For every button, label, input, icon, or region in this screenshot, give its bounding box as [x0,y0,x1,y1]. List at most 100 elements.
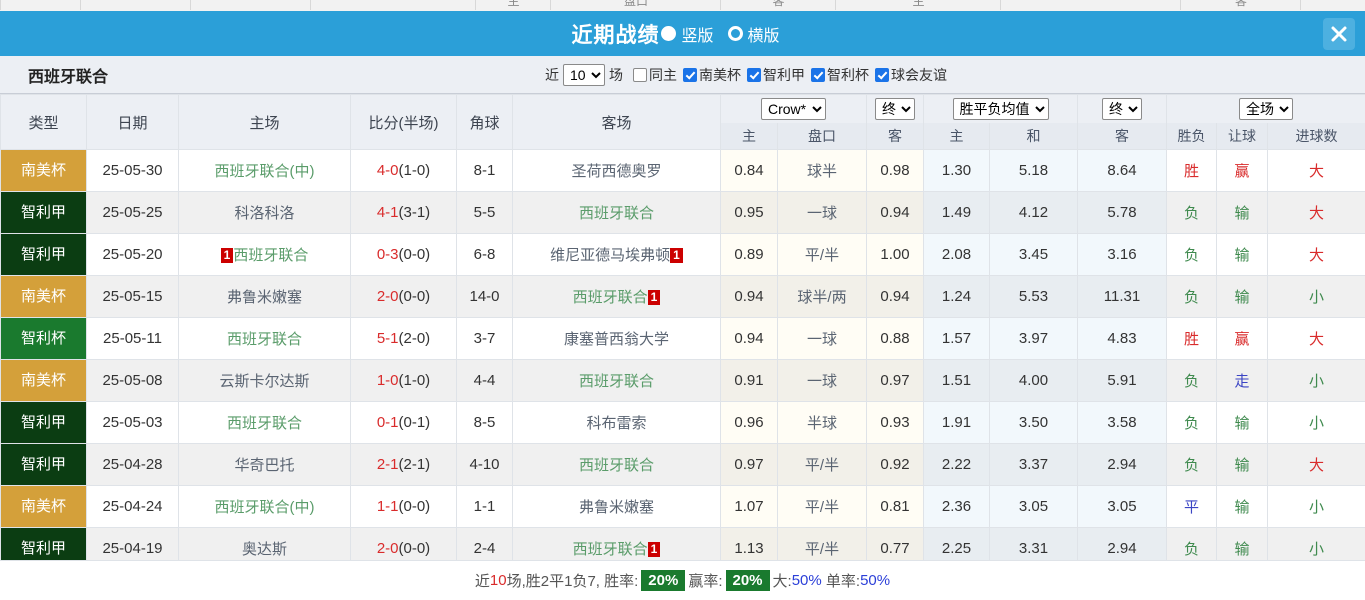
away-team-cell[interactable]: 康塞普西翁大学 [513,318,721,360]
bookmaker-select[interactable]: Crow* [761,98,826,120]
odds-away: 11.31 [1078,276,1167,318]
close-button[interactable] [1323,18,1355,50]
handicap-line-text: 平/半 [805,247,839,264]
footer-prefix: 近 [475,570,490,591]
radio-horizontal[interactable] [728,26,743,41]
competition-cell: 智利杯 [1,318,87,360]
competition-label-0[interactable]: 南美杯 [699,65,741,85]
radio-vertical-label[interactable]: 竖版 [681,22,713,46]
home-team-cell[interactable]: 西班牙联合(中) [179,486,351,528]
result-handicap: 输 [1217,276,1268,318]
odds-home: 1.91 [924,402,990,444]
footer-odd-label: 单率: [822,570,860,591]
corner-score: 5-5 [457,192,513,234]
odds-type-select[interactable]: 胜平负均值 [953,98,1049,120]
match-date: 25-05-30 [87,150,179,192]
col-header-date: 日期 [87,95,179,150]
competition-checkbox-2[interactable] [811,68,825,82]
odds-phase-select[interactable]: 终 [1102,98,1142,120]
layout-mode-radio-group[interactable]: 竖版 横版 [661,22,793,46]
home-team-cell[interactable]: 科洛科洛 [179,192,351,234]
corner-score: 6-8 [457,234,513,276]
away-team-cell[interactable]: 西班牙联合 [513,360,721,402]
match-date: 25-05-03 [87,402,179,444]
fulltime-score: 2-1 [377,456,399,473]
handicap-away-odds: 0.88 [867,318,924,360]
halftime-score: (1-0) [399,162,431,179]
competition-checkbox-0[interactable] [683,68,697,82]
fulltime-score: 1-1 [377,498,399,515]
same-home-label[interactable]: 同主 [649,65,677,85]
team-name: 西班牙联合 [579,205,654,222]
odds-home: 2.08 [924,234,990,276]
result-goals-text: 小 [1309,289,1324,306]
score-cell: 0-3(0-0) [351,234,457,276]
away-team-cell[interactable]: 西班牙联合 [513,192,721,234]
radio-horizontal-label[interactable]: 横版 [748,22,780,46]
away-team-cell[interactable]: 科布雷索 [513,402,721,444]
away-team-cell[interactable]: 西班牙联合 [513,444,721,486]
fulltime-score: 1-0 [377,372,399,389]
home-team-cell[interactable]: 弗鲁米嫩塞 [179,276,351,318]
over-rate-value: 50% [792,572,822,589]
filter-controls: 近 10 场 同主 南美杯 智利甲 智利杯 球会友谊 [541,64,947,86]
close-icon [1328,23,1350,45]
radio-vertical[interactable] [661,26,676,41]
handicap-away-odds: 0.93 [867,402,924,444]
home-team-cell[interactable]: 西班牙联合 [179,402,351,444]
result-handicap-text: 输 [1234,289,1249,306]
competition-checkbox-3[interactable] [875,68,889,82]
result-wdl: 负 [1167,234,1217,276]
handicap-line: 平/半 [778,234,867,276]
match-count-select[interactable]: 10 [563,64,605,86]
competition-label-2[interactable]: 智利杯 [827,65,869,85]
competition-cell: 南美杯 [1,486,87,528]
competition-filter-1[interactable]: 智利甲 [741,65,805,85]
handicap-line-text: 一球 [807,373,837,390]
result-wdl-text: 负 [1184,457,1199,474]
home-team-cell[interactable]: 云斯卡尔达斯 [179,360,351,402]
competition-badge: 南美杯 [1,150,86,191]
home-team-cell[interactable]: 华奇巴托 [179,444,351,486]
home-team-cell[interactable]: 西班牙联合 [179,318,351,360]
handicap-home-odds: 0.97 [721,444,778,486]
competition-filter-0[interactable]: 南美杯 [677,65,741,85]
same-home-checkbox[interactable] [633,68,647,82]
score-cell: 1-1(0-0) [351,486,457,528]
away-team-cell[interactable]: 弗鲁米嫩塞 [513,486,721,528]
ghost-cell-3: 主 [835,0,1001,10]
home-team-cell[interactable]: 西班牙联合(中) [179,150,351,192]
score-cell: 2-0(0-0) [351,276,457,318]
competition-label-3[interactable]: 球会友谊 [891,65,947,85]
competition-checkbox-1[interactable] [747,68,761,82]
odds-away: 5.78 [1078,192,1167,234]
competition-filter-3[interactable]: 球会友谊 [869,65,947,85]
fulltime-score: 4-1 [377,204,399,221]
handicap-line-text: 一球 [807,331,837,348]
same-home-filter[interactable]: 同主 [627,65,677,85]
filter-bar: 西班牙联合 近 10 场 同主 南美杯 智利甲 智利杯 球会友谊 [0,56,1365,94]
handicap-line-text: 一球 [807,205,837,222]
handicap-phase-select[interactable]: 终 [875,98,915,120]
result-goals-text: 小 [1309,373,1324,390]
red-card-badge: 1 [670,248,683,263]
scope-select[interactable]: 全场 [1239,98,1293,120]
odds-home: 1.49 [924,192,990,234]
competition-filter-2[interactable]: 智利杯 [805,65,869,85]
fulltime-score: 2-0 [377,288,399,305]
result-goals: 大 [1268,444,1365,486]
competition-label-1[interactable]: 智利甲 [763,65,805,85]
away-team-cell[interactable]: 圣荷西德奥罗 [513,150,721,192]
